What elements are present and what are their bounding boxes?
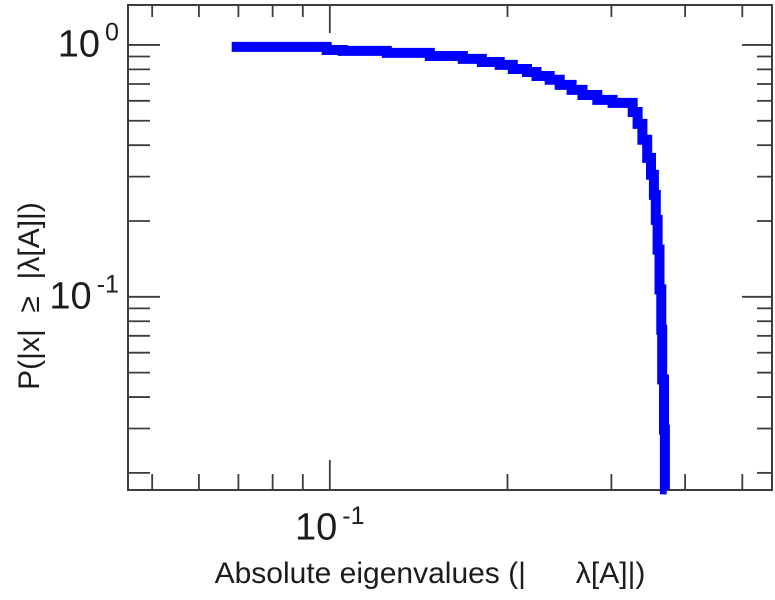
y-axis-tick-label-0p1: 10 -1 xyxy=(49,272,119,318)
y-axis-tick-label-1: 10 0 xyxy=(57,20,119,66)
tick-base: 10 xyxy=(49,275,92,318)
tick-base: 10 xyxy=(57,23,101,66)
y-axis-label: P(|x| ≥ |λ[A]|) xyxy=(13,202,46,390)
x-axis-label: Absolute eigenvalues (| λ[A]|) xyxy=(214,557,646,590)
plot-frame xyxy=(127,4,773,491)
tick-exponent: 0 xyxy=(105,18,119,47)
tick-exponent: -1 xyxy=(342,502,365,530)
ccdf-curve xyxy=(231,41,670,495)
x-axis-tick-label-0p1: 10 -1 xyxy=(295,503,365,549)
tick-exponent: -1 xyxy=(96,270,119,299)
tick-base: 10 xyxy=(295,506,338,549)
